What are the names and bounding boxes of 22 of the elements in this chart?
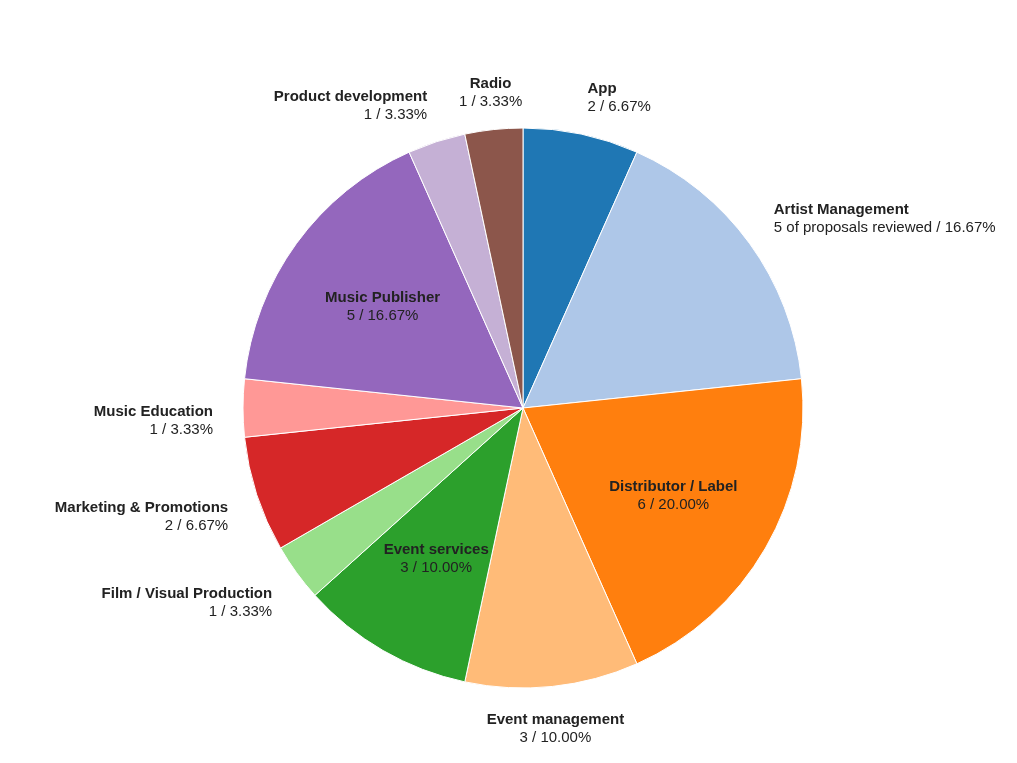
slice-label: Event services <box>383 540 489 558</box>
slice-label: Artist Management <box>773 199 909 217</box>
data-label: 1 / 3.33% <box>149 420 213 437</box>
data-label: 1 / 3.33% <box>208 602 273 620</box>
data-label: 5 / 16.67% <box>346 305 419 323</box>
data-label: 1 / 3.33% <box>363 105 428 123</box>
data-label: 2 / 6.67% <box>164 515 229 533</box>
data-label: 3 / 10.00% <box>519 728 592 746</box>
data-label: 6 / 20.00% <box>637 494 710 512</box>
data-label: 2 / 6.67% <box>587 96 651 114</box>
slice-label: Music Publisher <box>325 287 441 305</box>
data-label: 1 / 3.33% <box>458 91 523 109</box>
slice-label: Event management <box>486 710 625 728</box>
slice-label: App <box>587 78 617 96</box>
slice-label: Marketing & Promotions <box>54 497 229 515</box>
slice-label: Product development <box>273 87 428 105</box>
slice-label: Film / Visual Production <box>101 584 273 602</box>
data-label: 3 / 10.00% <box>400 558 473 576</box>
data-label: 5 of proposals reviewed / 16.67% <box>773 217 996 235</box>
slice-label: Music Education <box>93 402 213 419</box>
slice-label: Radio <box>469 73 512 91</box>
slice-label: Distributor / Label <box>609 476 738 494</box>
